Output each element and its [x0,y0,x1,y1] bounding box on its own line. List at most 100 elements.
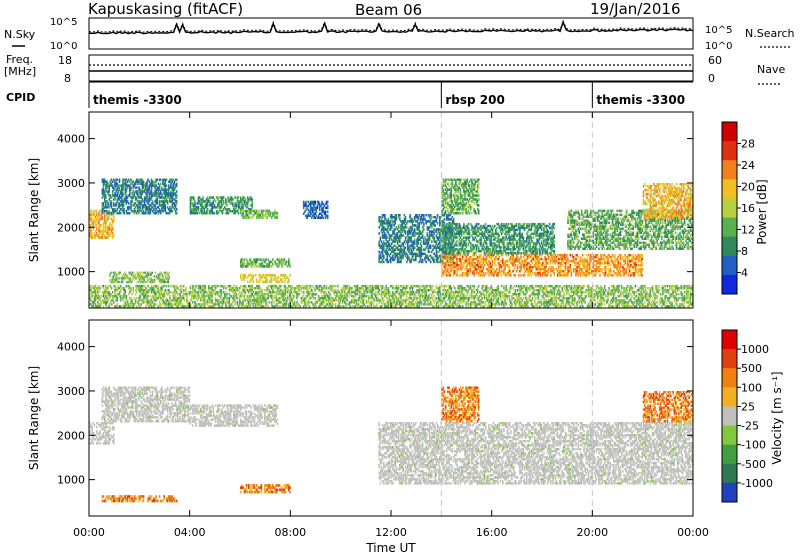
heatmap-cell [473,257,475,261]
heatmap-cell [427,228,430,231]
heatmap-cell [452,228,455,232]
heatmap-cell [487,236,489,239]
heatmap-cell [468,228,471,232]
heatmap-cell [445,264,448,267]
heatmap-cell [203,212,205,215]
heatmap-cell [121,279,124,282]
heatmap-cell [443,242,446,245]
heatmap-cell [156,202,159,205]
heatmap-cell [526,262,528,265]
heatmap-cell [386,260,388,264]
heatmap-cell [90,211,92,215]
heatmap-cell [534,222,536,226]
heatmap-cell [453,264,456,267]
heatmap-cell [394,254,396,258]
heatmap-cell [435,248,438,251]
heatmap-cell [521,262,523,265]
heatmap-cell [449,188,451,191]
heatmap-cell [577,239,580,242]
heatmap-cell [114,210,116,213]
heatmap-cell [448,257,450,261]
heatmap-cell [477,230,480,233]
heatmap-cell [129,190,131,193]
heatmap-cell [439,242,441,245]
heatmap-cell [513,259,515,263]
heatmap-cell [251,278,253,281]
heatmap-cell [421,258,424,262]
heatmap-cell [267,209,270,213]
heatmap-cell [477,272,480,275]
heatmap-cell [442,184,445,187]
heatmap-cell [106,212,108,215]
heatmap-cell [439,236,441,239]
heatmap-cell [241,214,243,217]
heatmap-cell [457,198,459,201]
heatmap-cell [193,206,195,209]
heatmap-cell [121,192,123,195]
heatmap-cell [550,246,552,249]
heatmap-cell [471,206,473,209]
heatmap-cell [452,270,455,273]
heatmap-cell [154,271,157,274]
heatmap-cell [143,202,146,205]
heatmap-cell [425,256,427,260]
heatmap-cell [469,204,472,207]
heatmap-cell [457,206,459,209]
heatmap-cell [153,184,155,187]
heatmap-cell [460,204,463,207]
heatmap-cell [309,206,312,210]
heatmap-cell [449,194,451,197]
heatmap-cell [450,212,453,215]
heatmap-cell [535,268,537,271]
heatmap-cell [420,244,423,247]
heatmap-cell [632,266,634,269]
heatmap-cell [578,229,581,232]
heatmap-cell [388,248,391,251]
heatmap-cell [626,264,629,267]
heatmap-cell [464,194,466,197]
heatmap-cell [529,250,531,253]
heatmap-cell [394,228,396,231]
heatmap-cell [443,244,446,247]
heatmap-cell [310,216,313,219]
heatmap-cell [315,206,318,210]
heatmap-cell [641,268,644,271]
heatmap-cell [569,268,572,271]
heatmap-cell [379,246,382,249]
heatmap-cell [381,260,384,264]
heatmap-cell [577,241,580,244]
heatmap-cell [243,202,245,205]
heatmap-cell [409,236,411,239]
heatmap-cell [314,212,316,215]
heatmap-cell [132,186,135,189]
heatmap-cell [389,222,392,225]
heatmap-cell [401,220,403,223]
heatmap-cell [383,256,385,260]
heatmap-cell [444,232,447,235]
heatmap-cell [415,256,417,260]
heatmap-cell [156,198,159,201]
heatmap-cell [313,200,315,204]
heatmap-cell [252,258,255,261]
heatmap-cell [161,210,163,213]
heatmap-cell [200,202,202,205]
heatmap-cell [519,257,521,261]
heatmap-cell [514,274,517,277]
heatmap-cell [434,254,437,258]
heatmap-cell [547,224,550,228]
heatmap-cell [476,194,479,197]
heatmap-cell [174,198,177,201]
heatmap-cell [268,265,271,268]
heatmap-cell [228,210,231,213]
heatmap-cell [632,262,634,265]
heatmap-cell [456,198,458,201]
heatmap-cell [128,279,131,282]
heatmap-cell [302,202,305,206]
heatmap-cell [467,274,470,277]
heatmap-cell [558,274,560,277]
heatmap-cell [282,273,284,277]
heatmap-cell [266,265,268,268]
heatmap-cell [463,236,465,239]
heatmap-cell [570,272,573,275]
heatmap-cell [389,226,392,229]
